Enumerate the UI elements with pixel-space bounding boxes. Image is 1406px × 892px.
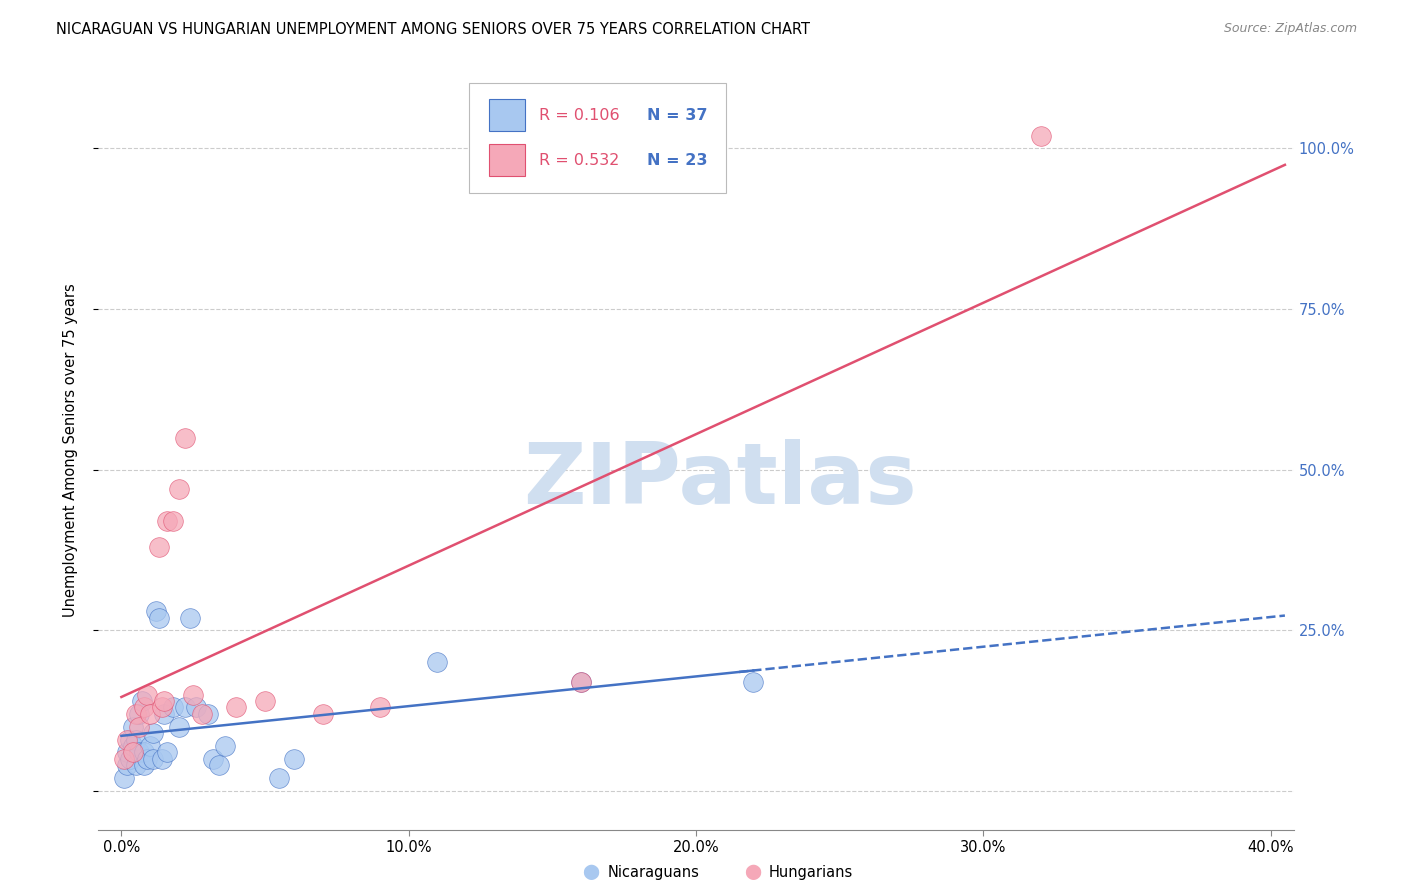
Point bbox=[142, 726, 165, 740]
Point bbox=[148, 610, 170, 624]
Text: ZIPatlas: ZIPatlas bbox=[523, 439, 917, 523]
Point bbox=[214, 739, 236, 753]
FancyBboxPatch shape bbox=[489, 145, 524, 176]
Point bbox=[179, 610, 201, 624]
Point bbox=[139, 739, 162, 753]
Point bbox=[569, 674, 592, 689]
Point bbox=[569, 674, 592, 689]
Point bbox=[134, 700, 156, 714]
Point bbox=[134, 758, 156, 772]
Point bbox=[191, 706, 214, 721]
Point bbox=[184, 700, 207, 714]
Point bbox=[125, 758, 148, 772]
Text: NICARAGUAN VS HUNGARIAN UNEMPLOYMENT AMONG SENIORS OVER 75 YEARS CORRELATION CHA: NICARAGUAN VS HUNGARIAN UNEMPLOYMENT AMO… bbox=[56, 22, 810, 37]
Text: N = 37: N = 37 bbox=[647, 108, 707, 123]
FancyBboxPatch shape bbox=[489, 99, 524, 131]
Point bbox=[125, 706, 148, 721]
Point bbox=[162, 700, 184, 714]
Point bbox=[139, 706, 162, 721]
Point bbox=[131, 694, 153, 708]
Point bbox=[115, 732, 138, 747]
Point bbox=[128, 720, 150, 734]
Text: Nicaraguans: Nicaraguans bbox=[607, 865, 699, 880]
Point bbox=[173, 431, 195, 445]
Text: Hungarians: Hungarians bbox=[769, 865, 853, 880]
Point bbox=[112, 771, 135, 785]
Text: N = 23: N = 23 bbox=[647, 153, 707, 168]
Point bbox=[118, 752, 141, 766]
Text: Source: ZipAtlas.com: Source: ZipAtlas.com bbox=[1223, 22, 1357, 36]
FancyBboxPatch shape bbox=[470, 83, 725, 193]
Text: R = 0.532: R = 0.532 bbox=[540, 153, 620, 168]
Point bbox=[167, 482, 190, 496]
Text: ⬤: ⬤ bbox=[744, 864, 761, 880]
Point bbox=[167, 720, 190, 734]
Text: ⬤: ⬤ bbox=[582, 864, 599, 880]
Point bbox=[254, 694, 277, 708]
Point bbox=[153, 706, 176, 721]
Point bbox=[162, 514, 184, 528]
Point bbox=[156, 746, 179, 760]
Point bbox=[368, 700, 391, 714]
Point bbox=[150, 752, 173, 766]
Point bbox=[122, 746, 145, 760]
Point bbox=[283, 752, 305, 766]
Point bbox=[134, 746, 156, 760]
Point bbox=[269, 771, 291, 785]
Point bbox=[173, 700, 195, 714]
Point bbox=[150, 700, 173, 714]
Text: R = 0.106: R = 0.106 bbox=[540, 108, 620, 123]
Point bbox=[112, 752, 135, 766]
Point bbox=[136, 752, 159, 766]
Point bbox=[148, 540, 170, 554]
Point bbox=[202, 752, 225, 766]
Point bbox=[115, 758, 138, 772]
Point bbox=[128, 746, 150, 760]
Point bbox=[118, 732, 141, 747]
Point bbox=[153, 694, 176, 708]
Point bbox=[426, 656, 449, 670]
Point bbox=[156, 514, 179, 528]
Point bbox=[115, 746, 138, 760]
Point bbox=[311, 706, 333, 721]
Point bbox=[208, 758, 231, 772]
Y-axis label: Unemployment Among Seniors over 75 years: Unemployment Among Seniors over 75 years bbox=[63, 284, 77, 617]
Point bbox=[742, 674, 765, 689]
Point bbox=[181, 688, 204, 702]
Point bbox=[197, 706, 219, 721]
Point bbox=[136, 688, 159, 702]
Point bbox=[128, 706, 150, 721]
Point bbox=[122, 739, 145, 753]
Point bbox=[145, 604, 167, 618]
Point bbox=[122, 720, 145, 734]
Point bbox=[142, 752, 165, 766]
Point bbox=[1029, 128, 1052, 143]
Point bbox=[225, 700, 247, 714]
Point bbox=[125, 732, 148, 747]
